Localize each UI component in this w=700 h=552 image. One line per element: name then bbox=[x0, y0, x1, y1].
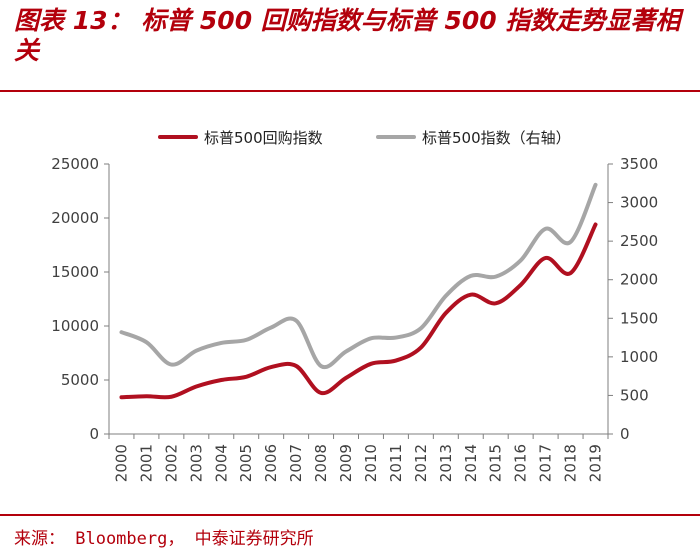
y-left-tick-label: 25000 bbox=[51, 155, 99, 173]
x-tick-label: 2012 bbox=[412, 444, 430, 482]
y-left-tick-label: 10000 bbox=[51, 317, 99, 335]
y-right-tick-label: 500 bbox=[620, 386, 649, 404]
y-right-tick-label: 1500 bbox=[620, 309, 658, 327]
chart-legend: 标普500回购指数 标普500指数（右轴） bbox=[158, 129, 571, 147]
y-left-tick-label: 5000 bbox=[61, 371, 99, 389]
x-tick-label: 2009 bbox=[337, 444, 355, 482]
x-tick-label: 2000 bbox=[112, 444, 130, 482]
y-left-tick-label: 0 bbox=[89, 425, 99, 443]
x-tick-label: 2015 bbox=[487, 444, 505, 482]
x-tick-label: 2010 bbox=[362, 444, 380, 482]
series-line-buyback-index bbox=[119, 222, 598, 400]
x-tick-label: 2014 bbox=[462, 444, 480, 482]
y-right-tick-label: 0 bbox=[620, 425, 630, 443]
chart: 0 5000 10000 15000 20000 25000 0 500 1000 1500 200… bbox=[51, 129, 658, 482]
source-note: 来源： Bloomberg， 中泰证券研究所 bbox=[14, 529, 314, 549]
x-tick-label: 2005 bbox=[237, 444, 255, 482]
legend-label-sp500: 标普500指数（右轴） bbox=[422, 129, 571, 147]
legend-label-buyback: 标普500回购指数 bbox=[204, 129, 323, 147]
footer-divider bbox=[0, 514, 700, 516]
y-right-tick-label: 3500 bbox=[620, 155, 658, 173]
series-line-sp500-index bbox=[119, 182, 598, 370]
x-tick-label: 2008 bbox=[312, 444, 330, 482]
x-tick-label: 2013 bbox=[437, 444, 455, 482]
chart-axes: 0 5000 10000 15000 20000 25000 0 500 1000 1500 200… bbox=[51, 155, 658, 482]
x-tick-label: 2003 bbox=[187, 444, 205, 482]
x-tick-label: 2004 bbox=[212, 444, 230, 482]
page-title: 图表 13： 标普 500 回购指数与标普 500 指数走势显著相关 bbox=[14, 6, 681, 65]
y-left-tick-label: 20000 bbox=[51, 209, 99, 227]
x-tick-label: 2018 bbox=[562, 444, 580, 482]
title-divider bbox=[0, 90, 700, 92]
y-right-tick-label: 1000 bbox=[620, 348, 658, 366]
x-tick-label: 2016 bbox=[512, 444, 530, 482]
y-right-tick-label: 2500 bbox=[620, 232, 658, 250]
x-tick-label: 2019 bbox=[587, 444, 605, 482]
x-tick-label: 2001 bbox=[137, 444, 155, 482]
x-tick-label: 2006 bbox=[262, 444, 280, 482]
x-tick-label: 2007 bbox=[287, 444, 305, 482]
x-tick-label: 2002 bbox=[162, 444, 180, 482]
x-tick-label: 2011 bbox=[387, 444, 405, 482]
y-right-tick-label: 3000 bbox=[620, 194, 658, 212]
y-left-tick-label: 15000 bbox=[51, 263, 99, 281]
y-right-tick-label: 2000 bbox=[620, 271, 658, 289]
chart-series bbox=[119, 182, 598, 400]
x-tick-label: 2017 bbox=[537, 444, 555, 482]
